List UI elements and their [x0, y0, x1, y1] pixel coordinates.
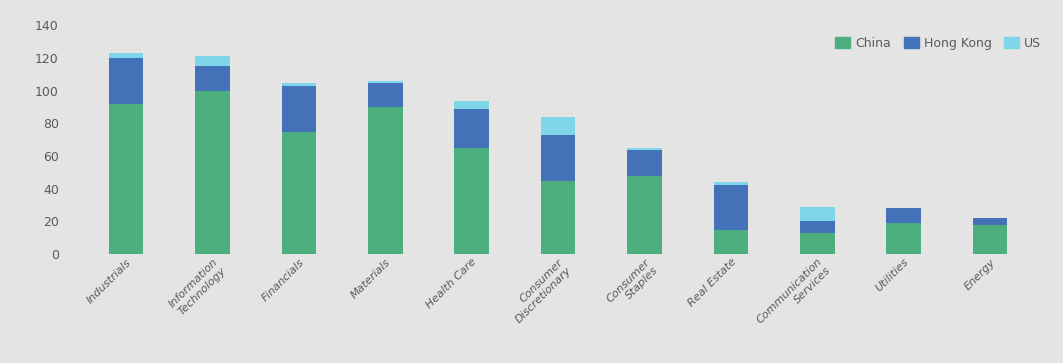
Bar	[196, 91, 230, 254]
Bar	[541, 117, 575, 135]
Bar	[108, 58, 144, 104]
Bar	[282, 86, 316, 131]
Bar	[713, 185, 748, 230]
Bar	[973, 225, 1008, 254]
Bar	[713, 230, 748, 254]
Bar	[973, 218, 1008, 225]
Bar	[627, 150, 662, 176]
Bar	[368, 81, 403, 82]
Bar	[282, 131, 316, 254]
Bar	[454, 148, 489, 254]
Bar	[108, 53, 144, 58]
Bar	[196, 66, 230, 91]
Bar	[800, 207, 834, 221]
Bar	[454, 101, 489, 109]
Legend: China, Hong Kong, US: China, Hong Kong, US	[830, 32, 1046, 55]
Bar	[541, 135, 575, 180]
Bar	[368, 107, 403, 254]
Bar	[541, 180, 575, 254]
Bar	[454, 109, 489, 148]
Bar	[627, 148, 662, 150]
Bar	[713, 182, 748, 185]
Bar	[627, 176, 662, 254]
Bar	[108, 104, 144, 254]
Bar	[887, 223, 921, 254]
Bar	[368, 82, 403, 107]
Bar	[887, 208, 921, 223]
Bar	[800, 221, 834, 233]
Bar	[196, 56, 230, 66]
Bar	[800, 233, 834, 254]
Bar	[282, 82, 316, 86]
